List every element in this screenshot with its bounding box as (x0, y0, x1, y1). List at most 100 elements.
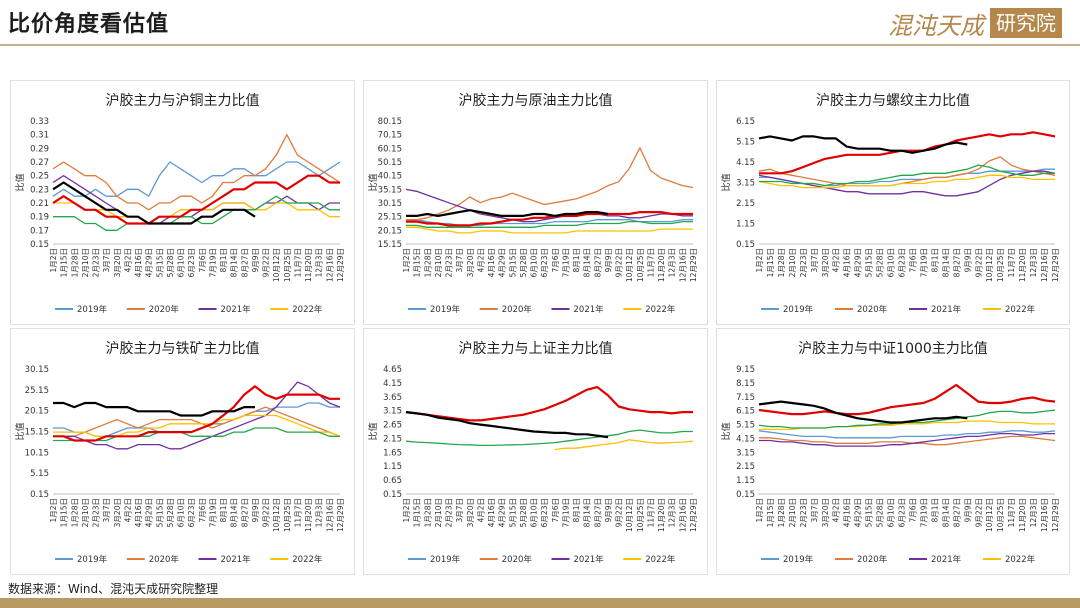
x-tick-label: 2月10日 (81, 498, 90, 527)
x-tick-label: 1月28日 (777, 498, 786, 527)
x-tick-label: 1月28日 (777, 248, 786, 277)
x-tick-label: 8月1日 (572, 248, 581, 273)
x-tick-label: 7月6日 (551, 498, 560, 523)
x-tick-label: 6月23日 (898, 498, 907, 527)
x-tick-label: 9月22日 (974, 248, 983, 277)
x-tick-label: 1月2日 (49, 248, 58, 273)
y-tick-label: 0.21 (30, 199, 49, 209)
y-tick-label: 0.15 (30, 240, 49, 250)
legend-label: 2020年 (149, 304, 180, 315)
series-line-6 (406, 209, 609, 217)
title-divider (0, 44, 1080, 46)
y-tick-label: 4.65 (383, 365, 402, 375)
x-tick-label: 6月23日 (187, 248, 196, 277)
chart-panel-1: 沪胶主力与沪铜主力比值 比值 0.33 0.31 0.29 0.27 0.25 0.23 0.2… (10, 80, 355, 325)
x-tick-label: 2月10日 (788, 248, 797, 277)
legend-label: 2020年 (857, 304, 888, 315)
y-tick-label: 6.15 (736, 117, 755, 127)
series-line-1 (406, 147, 694, 221)
x-tick-label: 4月16日 (134, 498, 143, 527)
series-line-3 (53, 414, 341, 437)
series-line-0 (758, 430, 1056, 439)
series-line-2 (53, 381, 341, 450)
y-axis-label: 比值 (367, 173, 379, 191)
x-tick-label: 11月20日 (657, 248, 666, 282)
x-tick-label: 12月29日 (689, 498, 698, 532)
footer-bar (0, 598, 1080, 608)
x-tick-label: 10月25日 (996, 248, 1005, 282)
x-tick-label: 12月3日 (1029, 248, 1038, 277)
x-tick-label: 8月1日 (930, 248, 939, 273)
series-line-3 (405, 411, 609, 439)
chart-panel-6: 沪胶主力与中证1000主力比值 比值 9.15 8.15 7.15 6.15 5.15 4.1… (716, 328, 1070, 575)
x-tick-label: 4月29日 (854, 248, 863, 277)
chart-title: 沪胶主力与沪铜主力比值 (106, 92, 260, 109)
x-tick-label: 12月16日 (1040, 498, 1049, 532)
x-tick-label: 5月28日 (876, 248, 885, 277)
y-tick-label: 0.27 (30, 158, 49, 168)
x-tick-label: 8月27日 (593, 498, 602, 527)
x-tick-label: 1月15日 (60, 248, 69, 277)
y-tick-label: 20.15 (378, 226, 402, 236)
series-line-2 (759, 432, 1055, 447)
series-line-2 (52, 175, 340, 225)
x-tick-label: 11月7日 (293, 248, 302, 277)
x-tick-label: 6月23日 (540, 248, 549, 277)
x-tick-label: 4月29日 (498, 248, 507, 277)
x-tick-label: 4月29日 (145, 498, 154, 527)
series-line-1 (53, 406, 341, 437)
x-tick-label: 3月20日 (466, 498, 475, 527)
x-tick-label: 1月2日 (402, 498, 411, 523)
x-tick-label: 11月7日 (293, 498, 302, 527)
x-tick-label: 11月7日 (646, 248, 655, 277)
x-tick-label: 5月28日 (166, 498, 175, 527)
x-tick-label: 12月16日 (325, 498, 334, 532)
x-tick-label: 11月20日 (304, 248, 313, 282)
x-tick-label: 8月1日 (219, 248, 228, 273)
y-tick-label: 7.15 (736, 393, 755, 403)
legend-label: 2022年 (292, 554, 323, 565)
x-tick-label: 4月16日 (134, 248, 143, 277)
x-tick-label: 10月25日 (636, 248, 645, 282)
x-tick-label: 2月10日 (434, 498, 443, 527)
x-tick-label: 9月9日 (604, 498, 613, 523)
y-tick-label: 40.15 (378, 172, 402, 182)
x-tick-label: 10月12日 (625, 248, 634, 282)
y-tick-label: 30.15 (378, 199, 402, 209)
x-tick-label: 5月15日 (865, 498, 874, 527)
series-line-5 (406, 211, 693, 227)
x-tick-label: 12月29日 (336, 248, 345, 282)
legend-label: 2020年 (857, 554, 888, 565)
y-tick-label: 5.15 (736, 138, 755, 148)
x-tick-label: 3月20日 (113, 498, 122, 527)
x-tick-label: 9月22日 (615, 498, 624, 527)
x-tick-label: 9月22日 (262, 248, 271, 277)
x-tick-label: 4月2日 (123, 248, 132, 273)
data-source-note: 数据来源：Wind、混沌天成研究院整理 (8, 582, 219, 596)
x-tick-label: 9月22日 (615, 248, 624, 277)
y-tick-label: 2.15 (736, 462, 755, 472)
series-line-1 (758, 156, 1056, 187)
x-tick-label: 1月15日 (413, 248, 422, 277)
x-tick-label: 12月16日 (678, 498, 687, 532)
series-line-1 (554, 439, 694, 451)
legend-label: 2022年 (1005, 304, 1036, 315)
logo-box: 研究院 (990, 8, 1062, 38)
x-tick-label: 8月1日 (930, 498, 939, 523)
chart-panel-2: 沪胶主力与原油主力比值 比值 80.15 70.15 60.15 50.15 40.15 35… (363, 80, 708, 325)
series-line-4 (758, 409, 1056, 429)
x-tick-label: 11月7日 (1007, 498, 1016, 527)
x-tick-label: 12月29日 (1051, 248, 1060, 282)
x-tick-label: 2月23日 (445, 248, 454, 277)
x-tick-label: 1月15日 (766, 498, 775, 527)
x-tick-label: 8月1日 (219, 498, 228, 523)
chart-title: 沪胶主力与上证主力比值 (459, 340, 613, 357)
legend-label: 2021年 (931, 304, 962, 315)
series-line-4 (759, 164, 1055, 187)
x-tick-label: 12月16日 (678, 248, 687, 282)
y-tick-label: 15.15 (25, 428, 49, 438)
x-tick-label: 4月16日 (843, 498, 852, 527)
x-tick-label: 3月7日 (102, 498, 111, 523)
x-tick-label: 12月29日 (1051, 498, 1060, 532)
